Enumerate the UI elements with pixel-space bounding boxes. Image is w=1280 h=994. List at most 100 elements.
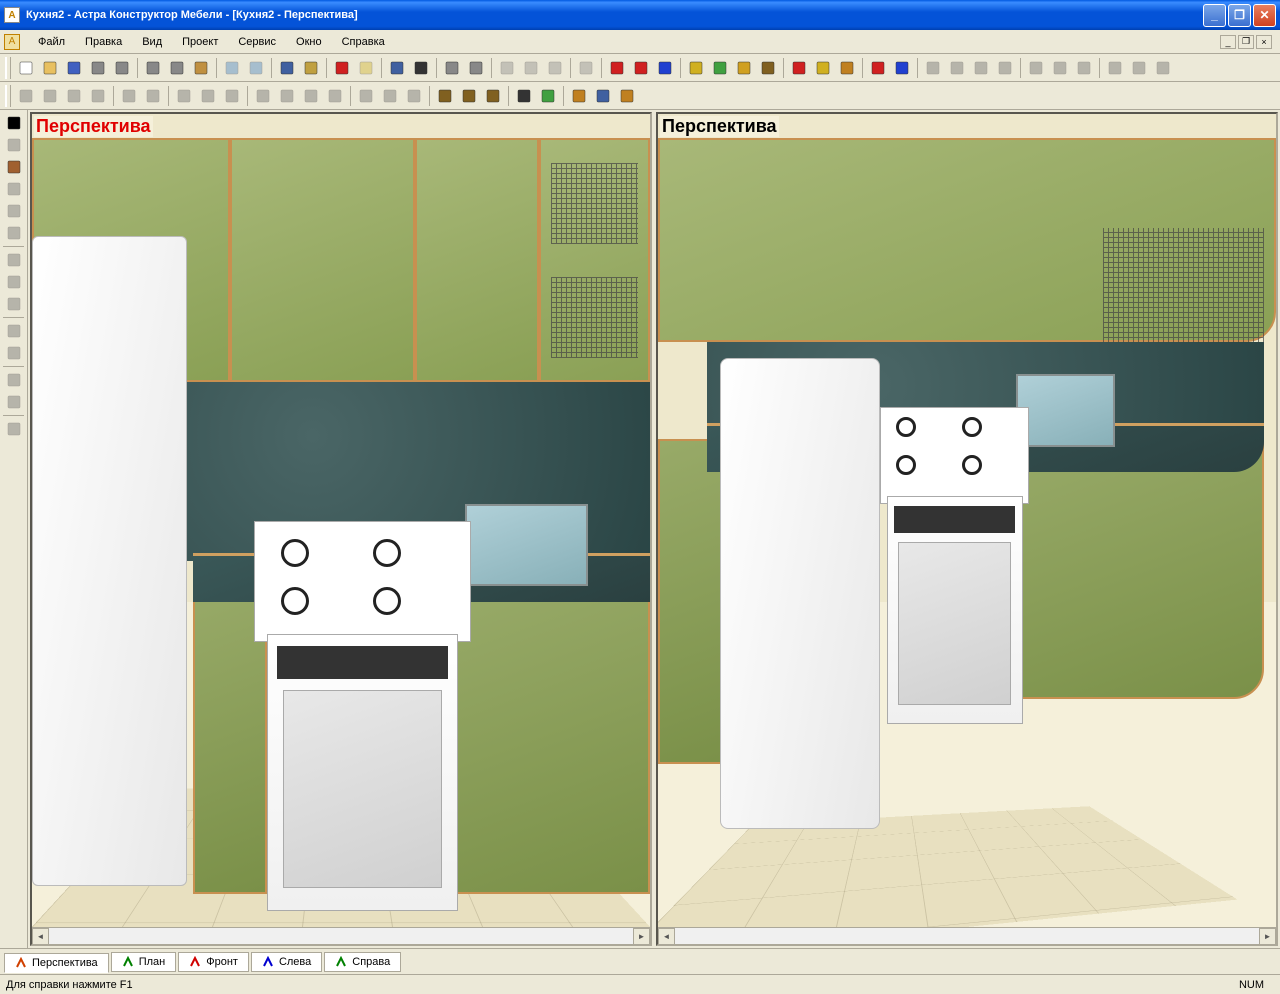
statusbar: Для справки нажмите F1 NUM xyxy=(0,974,1280,994)
hide2-button[interactable] xyxy=(591,84,615,108)
left-toolbar xyxy=(0,110,28,948)
menu-окно[interactable]: Окно xyxy=(286,33,332,51)
layers-button[interactable] xyxy=(299,56,323,80)
panel1-button[interactable] xyxy=(440,56,464,80)
menu-сервис[interactable]: Сервис xyxy=(228,33,286,51)
toolbar-main xyxy=(0,54,1280,82)
move-h-tool xyxy=(2,369,26,391)
obj-yellow-button[interactable] xyxy=(811,56,835,80)
measure-tool xyxy=(2,271,26,293)
window-title: Кухня2 - Астра Конструктор Мебели - [Кух… xyxy=(26,9,1201,21)
obj-red-button[interactable] xyxy=(787,56,811,80)
maximize-button[interactable]: ❐ xyxy=(1228,4,1251,27)
print-button[interactable] xyxy=(86,56,110,80)
view-tab-слева[interactable]: Слева xyxy=(251,952,322,972)
layout2-button xyxy=(945,56,969,80)
scroll-left-arrow[interactable]: ◄ xyxy=(32,928,49,945)
menu-проект[interactable]: Проект xyxy=(172,33,228,51)
shape-brown-tool[interactable] xyxy=(2,156,26,178)
dim-h4-button xyxy=(86,84,110,108)
render1-button[interactable] xyxy=(512,84,536,108)
new-button[interactable] xyxy=(14,56,38,80)
iso2-button[interactable] xyxy=(457,84,481,108)
props-tool xyxy=(2,418,26,440)
view-tab-справа[interactable]: Справа xyxy=(324,952,401,972)
view-tab-label: Слева xyxy=(279,956,311,968)
minimize-button[interactable]: _ xyxy=(1203,4,1226,27)
scroll-right-arrow[interactable]: ► xyxy=(1259,928,1276,945)
paste-button[interactable] xyxy=(189,56,213,80)
view-tab-перспектива[interactable]: Перспектива xyxy=(4,953,109,973)
arrow-diag-button[interactable] xyxy=(890,56,914,80)
split-v-button xyxy=(1048,56,1072,80)
grid-toggle-button[interactable] xyxy=(275,56,299,80)
view-tab-план[interactable]: План xyxy=(111,952,177,972)
window-titlebar: A Кухня2 - Астра Конструктор Мебели - [К… xyxy=(0,0,1280,30)
dim-a3-button xyxy=(220,84,244,108)
view-front-button xyxy=(1127,56,1151,80)
list-tool xyxy=(2,293,26,315)
red-tool-button[interactable] xyxy=(330,56,354,80)
viewport-right[interactable]: Перспектива xyxy=(656,112,1278,946)
redo-button xyxy=(244,56,268,80)
hide1-button[interactable] xyxy=(567,84,591,108)
hierarchy-button[interactable] xyxy=(385,56,409,80)
rotate-cw-tool xyxy=(2,320,26,342)
cursor-tool[interactable] xyxy=(2,112,26,134)
rect-tool xyxy=(2,178,26,200)
mdi-minimize[interactable]: _ xyxy=(1220,35,1236,49)
view-tab-label: Фронт xyxy=(206,956,238,968)
menu-вид[interactable]: Вид xyxy=(132,33,172,51)
menu-справка[interactable]: Справка xyxy=(332,33,395,51)
view-tab-icon xyxy=(15,957,27,969)
view-tab-label: Справа xyxy=(352,956,390,968)
zoom-out-button xyxy=(519,56,543,80)
print-preview-button[interactable] xyxy=(110,56,134,80)
viewport-left[interactable]: Перспектива xyxy=(30,112,652,946)
select-x-button[interactable] xyxy=(629,56,653,80)
open-button[interactable] xyxy=(38,56,62,80)
graph-tool-button[interactable] xyxy=(866,56,890,80)
render2-button[interactable] xyxy=(536,84,560,108)
viewport-right-canvas[interactable]: Перспектива xyxy=(658,114,1276,927)
status-numlock: NUM xyxy=(1229,979,1274,991)
select-blue-button[interactable] xyxy=(653,56,677,80)
cube-multi-button[interactable] xyxy=(708,56,732,80)
cut-button[interactable] xyxy=(141,56,165,80)
panel2-button[interactable] xyxy=(464,56,488,80)
iso1-button[interactable] xyxy=(433,84,457,108)
cube-shade-button[interactable] xyxy=(756,56,780,80)
iso3-button[interactable] xyxy=(481,84,505,108)
cube-gold-button[interactable] xyxy=(732,56,756,80)
save-button[interactable] xyxy=(62,56,86,80)
cube-yellow-button[interactable] xyxy=(684,56,708,80)
menu-файл[interactable]: Файл xyxy=(28,33,75,51)
menu-правка[interactable]: Правка xyxy=(75,33,132,51)
select-red-button[interactable] xyxy=(605,56,629,80)
scroll-right-arrow[interactable]: ► xyxy=(633,928,650,945)
view-tab-icon xyxy=(122,956,134,968)
zoom-fit-button xyxy=(543,56,567,80)
viewport-left-scrollbar[interactable]: ◄ ► xyxy=(32,927,650,944)
view-tab-фронт[interactable]: Фронт xyxy=(178,952,249,972)
copy-button[interactable] xyxy=(165,56,189,80)
sigma-button[interactable] xyxy=(409,56,433,80)
rotate-ccw-tool xyxy=(2,342,26,364)
document-icon[interactable]: A xyxy=(4,34,20,50)
mdi-controls: _ ❐ × xyxy=(1220,35,1276,49)
layout4-button xyxy=(993,56,1017,80)
view-tab-icon xyxy=(335,956,347,968)
viewport-right-scrollbar[interactable]: ◄ ► xyxy=(658,927,1276,944)
hide3-button[interactable] xyxy=(615,84,639,108)
view-tab-icon xyxy=(262,956,274,968)
dim-v2-button xyxy=(141,84,165,108)
scroll-left-arrow[interactable]: ◄ xyxy=(658,928,675,945)
close-button[interactable]: ✕ xyxy=(1253,4,1276,27)
mdi-close[interactable]: × xyxy=(1256,35,1272,49)
dim-h1-button xyxy=(14,84,38,108)
move-tool-button xyxy=(574,56,598,80)
view-tab-label: План xyxy=(139,956,166,968)
obj-sel-button[interactable] xyxy=(835,56,859,80)
mdi-restore[interactable]: ❐ xyxy=(1238,35,1254,49)
viewport-left-canvas[interactable]: Перспектива xyxy=(32,114,650,927)
